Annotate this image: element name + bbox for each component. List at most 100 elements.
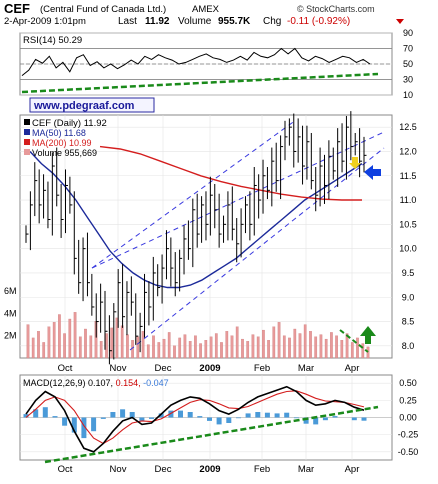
- macd-signal-line: [25, 390, 365, 445]
- volume-bar: [319, 334, 323, 359]
- macd-tick: 0.00: [399, 413, 417, 423]
- macd-hist-bar: [62, 417, 68, 426]
- volume-bar: [126, 334, 129, 359]
- volume-bar: [68, 318, 72, 359]
- price-tick: 11.0: [400, 195, 417, 205]
- volume-bar: [340, 340, 344, 359]
- volume-bar: [293, 328, 297, 359]
- volume-bar: [277, 322, 281, 359]
- volume-value: 955.7K: [218, 16, 251, 27]
- x-tick: 2009: [199, 464, 220, 475]
- volume-bar: [78, 336, 82, 359]
- macd-legend: MACD(12,26,9) 0.107, 0.154, -0.047: [23, 378, 169, 388]
- macd-hist-bar: [236, 417, 241, 419]
- rsi-trendline: [21, 72, 379, 94]
- macd-hist-bar: [303, 417, 309, 424]
- macd-tick: -0.25: [398, 430, 419, 440]
- volume-bar: [58, 314, 61, 359]
- moving-averages: [29, 145, 363, 289]
- volume-bar: [47, 326, 51, 359]
- macd-hist-bar: [207, 417, 212, 421]
- macd-hist-bar: [293, 417, 299, 419]
- macd-hist-bar: [129, 412, 135, 418]
- volume-bar: [324, 338, 328, 359]
- volume-bar: [84, 328, 87, 359]
- x-tick: Oct: [58, 464, 73, 475]
- volume-bar: [178, 337, 182, 359]
- volume-bar: [199, 343, 202, 359]
- price-tick: 10.5: [399, 219, 417, 229]
- rsi-label: RSI(14) 50.29: [23, 35, 82, 46]
- chg-value: -0.11 (-0.92%): [287, 16, 350, 27]
- last-label: Last: [118, 16, 137, 27]
- volume-bar: [241, 338, 244, 359]
- x-tick: 2009: [199, 363, 220, 374]
- volume-bar: [288, 337, 291, 359]
- price-tick: 9.0: [402, 292, 415, 302]
- x-tick: Dec: [155, 363, 172, 374]
- x-tick: Nov: [110, 363, 127, 374]
- volume-bars: [26, 312, 370, 359]
- date-label: 2-Apr-2009 1:01pm: [4, 16, 86, 27]
- volume-bar: [225, 331, 229, 359]
- rsi-tick: 10: [403, 90, 413, 100]
- volume-bar: [366, 346, 370, 359]
- volume-bar: [42, 342, 46, 359]
- macd-hist-bar: [264, 412, 270, 418]
- macd-label: MACD(12,26,9) 0.107, 0.154, -0.047: [23, 378, 169, 388]
- macd-hist-bar: [361, 417, 367, 421]
- exchange: AMEX: [192, 4, 220, 15]
- volume-bar: [26, 324, 30, 359]
- macd-hist-bar: [245, 413, 251, 418]
- legend-volume: Volume 955,669: [32, 148, 97, 158]
- volume-bar: [188, 341, 192, 359]
- axis-labels: 10 30 50 70 90 8.0 8.5 9.0 9.5 10.0 10.5 11.0 11.5 12…: [4, 28, 418, 475]
- volume-bar: [214, 333, 218, 359]
- macd-hist-bar: [284, 412, 290, 418]
- volume-bar: [73, 312, 77, 359]
- volume-bar: [251, 334, 255, 359]
- x-tick: Apr: [345, 464, 360, 475]
- macd-hist-bar: [226, 417, 232, 423]
- channel-upper: [91, 119, 297, 269]
- volume-trendline: [339, 329, 369, 353]
- macd-hist-bar: [322, 417, 328, 421]
- volume-bar: [330, 332, 333, 359]
- macd-hist-bar: [351, 417, 357, 421]
- volume-bar: [350, 342, 354, 359]
- price-tick: 9.5: [402, 268, 415, 278]
- macd-line: [25, 385, 365, 453]
- volume-bar: [115, 317, 119, 359]
- volume-bar: [141, 331, 145, 359]
- x-tick: Apr: [345, 363, 360, 374]
- volume-bar: [52, 322, 56, 359]
- macd-hist-bar: [187, 412, 193, 418]
- macd-tick: 0.50: [399, 378, 417, 388]
- volume-bar: [152, 335, 155, 359]
- symbol: CEF: [4, 1, 30, 16]
- channel-lower: [129, 147, 385, 351]
- macd-hist-bar: [178, 410, 183, 418]
- company-name: (Central Fund of Canada Ltd.): [40, 4, 166, 15]
- volume-tick: 4M: [4, 308, 17, 318]
- volume-bar: [256, 336, 260, 359]
- down-arrow-icon: [396, 19, 404, 24]
- chart-header: CEF (Central Fund of Canada Ltd.) AMEX 2…: [4, 1, 404, 27]
- macd-hist-bar: [23, 414, 29, 418]
- volume-bar: [345, 333, 349, 359]
- green-up-arrow-icon: [360, 326, 376, 344]
- volume-bar: [209, 336, 213, 359]
- watermark-box: [29, 97, 155, 113]
- volume-bar: [246, 341, 250, 359]
- volume-bar: [63, 333, 66, 359]
- price-bars: [25, 111, 367, 365]
- trend-channel: [91, 119, 385, 351]
- x-tick: Feb: [254, 363, 270, 374]
- rsi-tick: 30: [403, 75, 413, 85]
- macd-hist-bar: [332, 416, 338, 418]
- ma200-line: [99, 145, 362, 201]
- macd-hist-bar: [42, 407, 48, 418]
- volume-bar: [272, 326, 276, 359]
- volume-bar: [99, 341, 103, 359]
